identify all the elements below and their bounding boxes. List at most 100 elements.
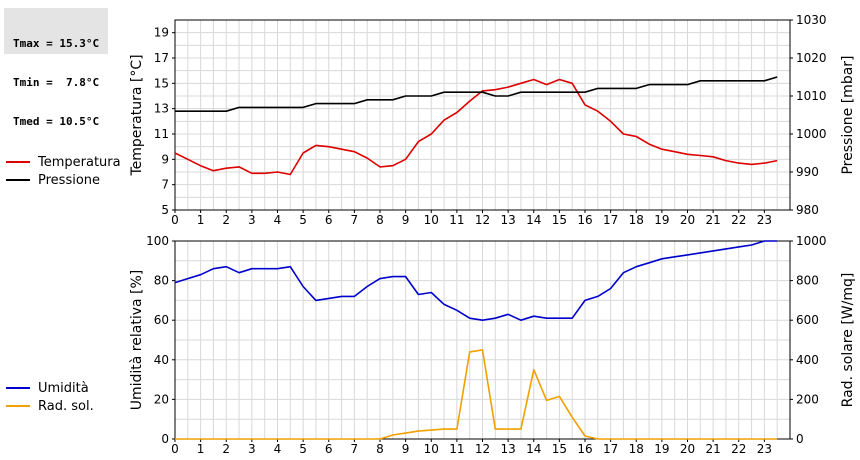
legend-label-pressione: Pressione [38,172,101,188]
x-tick-label: 8 [376,442,384,456]
x-tick-label: 5 [299,442,307,456]
y-tick-label-right: 200 [796,392,819,406]
x-tick-label: 13 [500,213,515,227]
x-tick-label: 3 [248,213,256,227]
tmax-text: Tmax = 15.3°C [13,37,100,50]
x-tick-label: 1 [197,213,205,227]
x-tick-label: 9 [402,442,410,456]
x-tick-label: 19 [654,442,669,456]
series-line-pressione [175,76,778,112]
x-tick-label: 8 [376,213,384,227]
y-tick-label-left: 9 [161,152,169,166]
x-tick-label: 2 [222,442,230,456]
x-tick-label: 19 [654,213,669,227]
y-tick-label-left: 0 [161,432,169,446]
x-tick-label: 14 [526,213,541,227]
x-tick-label: 13 [500,442,515,456]
x-tick-label: 3 [248,442,256,456]
x-tick-label: 22 [731,442,746,456]
x-tick-label: 4 [274,213,282,227]
legend-item-umidita: Umidità [6,379,94,397]
y-tick-label-left: 5 [161,203,169,217]
y-tick-label-right: 1030 [796,13,827,27]
x-tick-label: 1 [197,442,205,456]
x-tick-label: 7 [351,442,359,456]
legend-swatch-rad-sol [6,405,30,407]
x-tick-label: 7 [351,213,359,227]
legend-item-pressione: Pressione [6,171,121,189]
legend-item-temperatura: Temperatura [6,153,121,171]
y-tick-label-left: 19 [154,26,169,40]
x-tick-label: 23 [757,213,772,227]
y-tick-label-left: 80 [154,274,169,288]
y-axis-title-left: Umidità relativa [%] [129,270,145,411]
series-line-temperatura [174,78,778,176]
y-tick-label-left: 40 [154,353,169,367]
x-tick-label: 17 [603,442,618,456]
series-line-umidit [174,240,778,322]
y-tick-label-right: 990 [796,165,819,179]
y-tick-label-left: 60 [154,313,169,327]
x-tick-label: 11 [449,213,464,227]
y-axis-title-right: Rad. solare [W/mq] [840,273,856,408]
x-tick-label: 21 [705,213,720,227]
x-tick-label: 9 [402,213,410,227]
legend-label-umidita: Umidità [38,380,89,396]
x-tick-label: 11 [449,442,464,456]
y-tick-label-left: 20 [154,392,169,406]
x-tick-label: 15 [552,442,567,456]
x-tick-label: 15 [552,213,567,227]
legend-swatch-umidita [6,387,30,389]
y-tick-label-right: 980 [796,203,819,217]
x-tick-label: 22 [731,213,746,227]
tmin-text: Tmin = 7.8°C [13,76,100,89]
x-tick-label: 18 [629,213,644,227]
x-tick-label: 23 [757,442,772,456]
legend-item-rad-sol: Rad. sol. [6,397,94,415]
chart-panel-1: 0 1 2 3 4 5 6 7 8 9 10 11 12 13 14 15 16 17 18 19 20 21 22 2302… [129,234,856,456]
x-tick-label: 10 [424,442,439,456]
legend-bottom: Umidità Rad. sol. [6,379,94,415]
x-tick-label: 12 [475,442,490,456]
legend-top: Temperatura Pressione [6,153,121,189]
legend-label-temperatura: Temperatura [38,154,121,170]
x-tick-label: 20 [680,442,695,456]
x-tick-label: 6 [325,213,333,227]
y-tick-label-right: 1000 [796,127,827,141]
legend-swatch-temperatura [6,161,30,163]
chart-panel-0: 0 1 2 3 4 5 6 7 8 9 10 11 12 13 14 15 16 17 18 19 20 21 22 2357… [129,13,856,227]
tmed-text: Tmed = 10.5°C [13,115,100,128]
y-tick-label-left: 15 [154,76,169,90]
x-tick-label: 12 [475,213,490,227]
y-tick-label-left: 11 [154,127,169,141]
y-axis-title-left: Temperatura [°C] [129,54,145,176]
y-tick-label-right: 1010 [796,89,827,103]
y-tick-label-right: 600 [796,313,819,327]
x-tick-label: 16 [577,442,592,456]
y-tick-label-left: 7 [161,178,169,192]
y-tick-label-right: 1020 [796,51,827,65]
x-tick-label: 20 [680,213,695,227]
x-tick-label: 21 [705,442,720,456]
y-tick-label-right: 400 [796,353,819,367]
y-axis-title-right: Pressione [mbar] [840,55,856,174]
y-tick-label-right: 1000 [796,234,827,248]
stats-box: Tmax = 15.3°C Tmin = 7.8°C Tmed = 10.5°C [4,8,108,128]
legend-label-rad-sol: Rad. sol. [38,398,94,414]
series-line-rad-sol [175,349,778,440]
x-tick-label: 0 [171,213,179,227]
y-tick-label-left: 100 [146,234,169,248]
x-tick-label: 18 [629,442,644,456]
x-tick-label: 4 [274,442,282,456]
y-tick-label-right: 800 [796,274,819,288]
legend-swatch-pressione [6,179,30,181]
y-tick-label-left: 17 [154,51,169,65]
x-tick-label: 10 [424,213,439,227]
x-tick-label: 17 [603,213,618,227]
x-tick-label: 2 [222,213,230,227]
y-tick-label-right: 0 [796,432,804,446]
x-tick-label: 14 [526,442,541,456]
y-tick-label-left: 13 [154,102,169,116]
x-tick-label: 5 [299,213,307,227]
